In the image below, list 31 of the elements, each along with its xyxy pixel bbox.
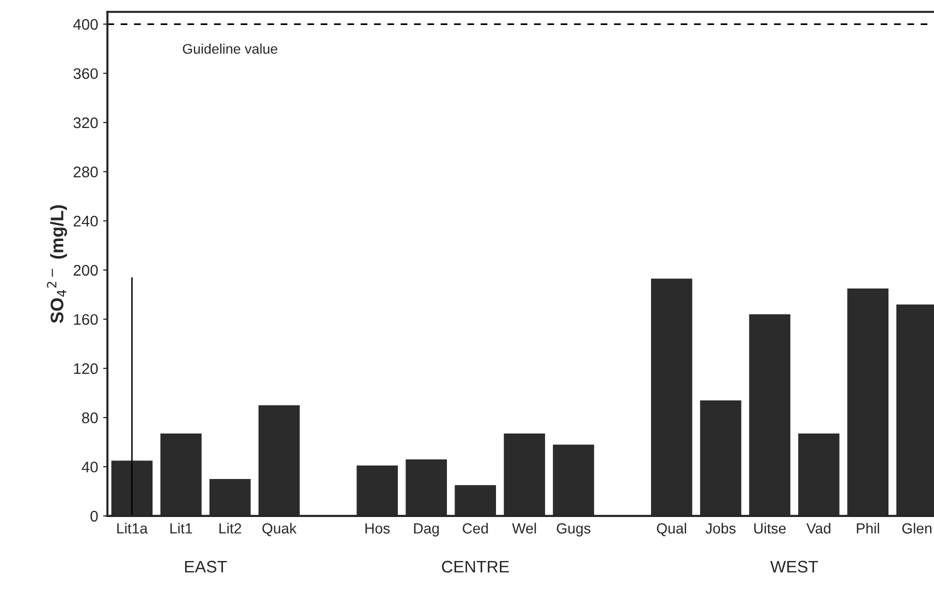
y-tick-label: 0	[90, 510, 98, 522]
x-tick-label: Lit1a	[117, 522, 148, 534]
y-tick-label: 400	[73, 19, 98, 30]
x-tick-label: Vad	[806, 522, 830, 534]
y-tick-label: 360	[73, 68, 98, 80]
y-tick-label: 160	[74, 314, 98, 325]
x-tick-label: Gugs	[556, 523, 590, 536]
y-tick-label: 240	[74, 216, 98, 227]
x-tick-label: Lit2	[220, 522, 242, 534]
text: CENTRE	[442, 560, 509, 573]
x-tick-label: Ced	[462, 522, 488, 534]
x-tick-label: Glen	[902, 522, 932, 534]
x-tick-label: Qual	[656, 522, 686, 536]
ref-line-label: Guideline value	[182, 44, 278, 54]
x-tick-label: Phil	[856, 522, 880, 534]
y-tick-label: 80	[82, 412, 98, 424]
text: EAST	[185, 560, 227, 573]
y-axis-title: SO$_{4}$$^{2−}$ (mg/L)	[46, 205, 68, 324]
x-tick-label: Uitse	[754, 522, 786, 534]
text: WEST	[770, 560, 818, 573]
y-tick-label: 40	[82, 462, 98, 472]
x-tick-label: Quak	[262, 522, 297, 536]
y-tick-label: 280	[74, 166, 98, 178]
x-tick-label: Dag	[414, 523, 439, 536]
x-tick-label: Jobs	[706, 522, 736, 534]
y-tick-label: 120	[74, 363, 98, 374]
x-tick-label: Hos	[365, 523, 390, 534]
y-tick-label: 320	[73, 117, 98, 128]
x-tick-label: Wel	[512, 522, 536, 534]
y-tick-label: 200	[74, 264, 98, 276]
x-tick-label: Lit1	[170, 522, 192, 534]
